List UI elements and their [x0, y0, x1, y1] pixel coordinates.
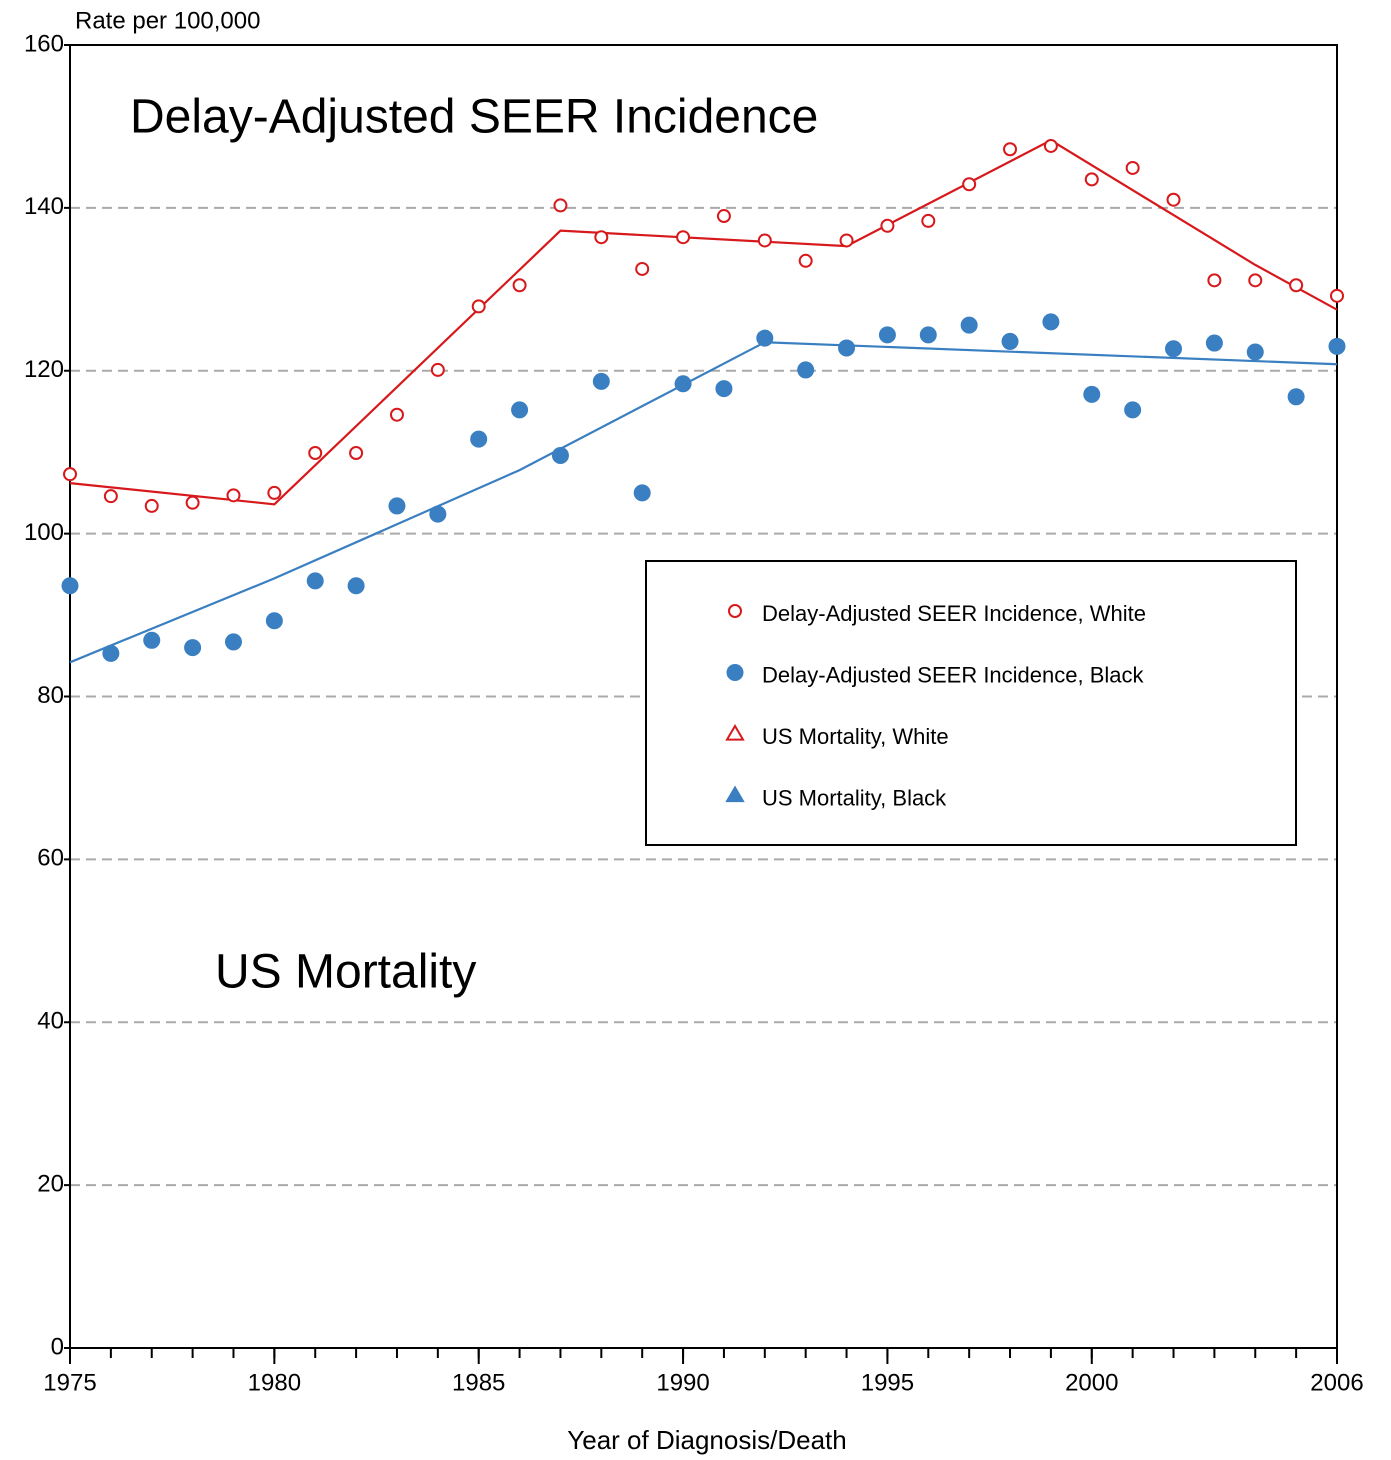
y-tick-label: 0 [51, 1333, 64, 1360]
point [184, 639, 202, 657]
trend-line [69, 139, 1338, 506]
point [1003, 142, 1018, 157]
point [594, 230, 609, 245]
trend-line [69, 341, 1338, 664]
point [102, 644, 120, 662]
point [224, 633, 242, 651]
point [1287, 388, 1305, 406]
y-tick-label: 60 [37, 845, 64, 872]
legend-marker [725, 724, 745, 741]
legend-label: US Mortality, Black [762, 785, 947, 810]
point [757, 233, 772, 248]
point [962, 177, 977, 192]
point [838, 339, 856, 357]
x-tick-label: 2006 [1310, 1369, 1363, 1396]
point [674, 375, 692, 393]
legend-label: Delay-Adjusted SEER Incidence, Black [762, 662, 1145, 687]
point [715, 380, 733, 398]
point [716, 209, 731, 224]
legend-label: Delay-Adjusted SEER Incidence, White [762, 601, 1146, 626]
point [551, 446, 569, 464]
point [676, 230, 691, 245]
legend-label: US Mortality, White [762, 724, 949, 749]
y-tick-label: 140 [24, 193, 64, 220]
point [1084, 172, 1099, 187]
annotation: Delay-Adjusted SEER Incidence [130, 91, 818, 144]
point [470, 430, 488, 448]
point [144, 498, 159, 513]
point [592, 372, 610, 390]
point [1165, 340, 1183, 358]
point [633, 484, 651, 502]
legend-marker [728, 604, 742, 618]
point [839, 233, 854, 248]
point [919, 326, 937, 344]
point [389, 407, 404, 422]
x-tick-label: 1985 [452, 1369, 505, 1396]
legend-marker [725, 785, 745, 803]
point [267, 485, 282, 500]
point [349, 446, 364, 461]
point [1330, 288, 1344, 303]
y-tick-label: 80 [37, 682, 64, 709]
point [1125, 160, 1140, 175]
point [61, 577, 79, 595]
point [960, 316, 978, 334]
point [388, 497, 406, 515]
y-tick-label: 120 [24, 356, 64, 383]
point [635, 261, 650, 276]
point [185, 495, 200, 510]
point [1124, 401, 1142, 419]
point [1246, 343, 1264, 361]
point [553, 198, 568, 213]
point [880, 218, 895, 233]
x-tick-label: 1995 [861, 1369, 914, 1396]
point [471, 299, 486, 314]
x-tick-label: 1980 [248, 1369, 301, 1396]
point [511, 401, 529, 419]
point [143, 631, 161, 649]
point [1205, 334, 1223, 352]
point [103, 489, 118, 504]
legend: Delay-Adjusted SEER Incidence, White Dela… [645, 560, 1297, 846]
y-axis-label: Rate per 100,000 [75, 7, 260, 34]
x-tick-label: 1990 [656, 1369, 709, 1396]
point [306, 572, 324, 590]
point [798, 253, 813, 268]
y-tick-label: 20 [37, 1170, 64, 1197]
point [265, 612, 283, 630]
point [1043, 138, 1058, 153]
point [797, 361, 815, 379]
point [1289, 278, 1304, 293]
x-tick-label: 2000 [1065, 1369, 1118, 1396]
point [1166, 192, 1181, 207]
point [1083, 385, 1101, 403]
x-tick-label: 1975 [43, 1369, 96, 1396]
point [512, 278, 527, 293]
annotation: US Mortality [215, 946, 476, 999]
plot-frame [69, 44, 1338, 1349]
point [1042, 313, 1060, 331]
point [921, 213, 936, 228]
point [308, 446, 323, 461]
point [430, 362, 445, 377]
point [347, 577, 365, 595]
legend-box [645, 560, 1297, 846]
point [1207, 273, 1222, 288]
y-tick-label: 100 [24, 519, 64, 546]
point [878, 326, 896, 344]
point [1001, 332, 1019, 350]
point [429, 505, 447, 523]
point [1248, 273, 1263, 288]
point [1328, 337, 1346, 355]
point [756, 329, 774, 347]
legend-marker [726, 664, 744, 681]
y-tick-label: 160 [24, 30, 64, 57]
y-tick-label: 40 [37, 1008, 64, 1035]
x-axis-label: Year of Diagnosis/Death [567, 1425, 846, 1455]
point [63, 467, 77, 482]
point [226, 488, 241, 503]
